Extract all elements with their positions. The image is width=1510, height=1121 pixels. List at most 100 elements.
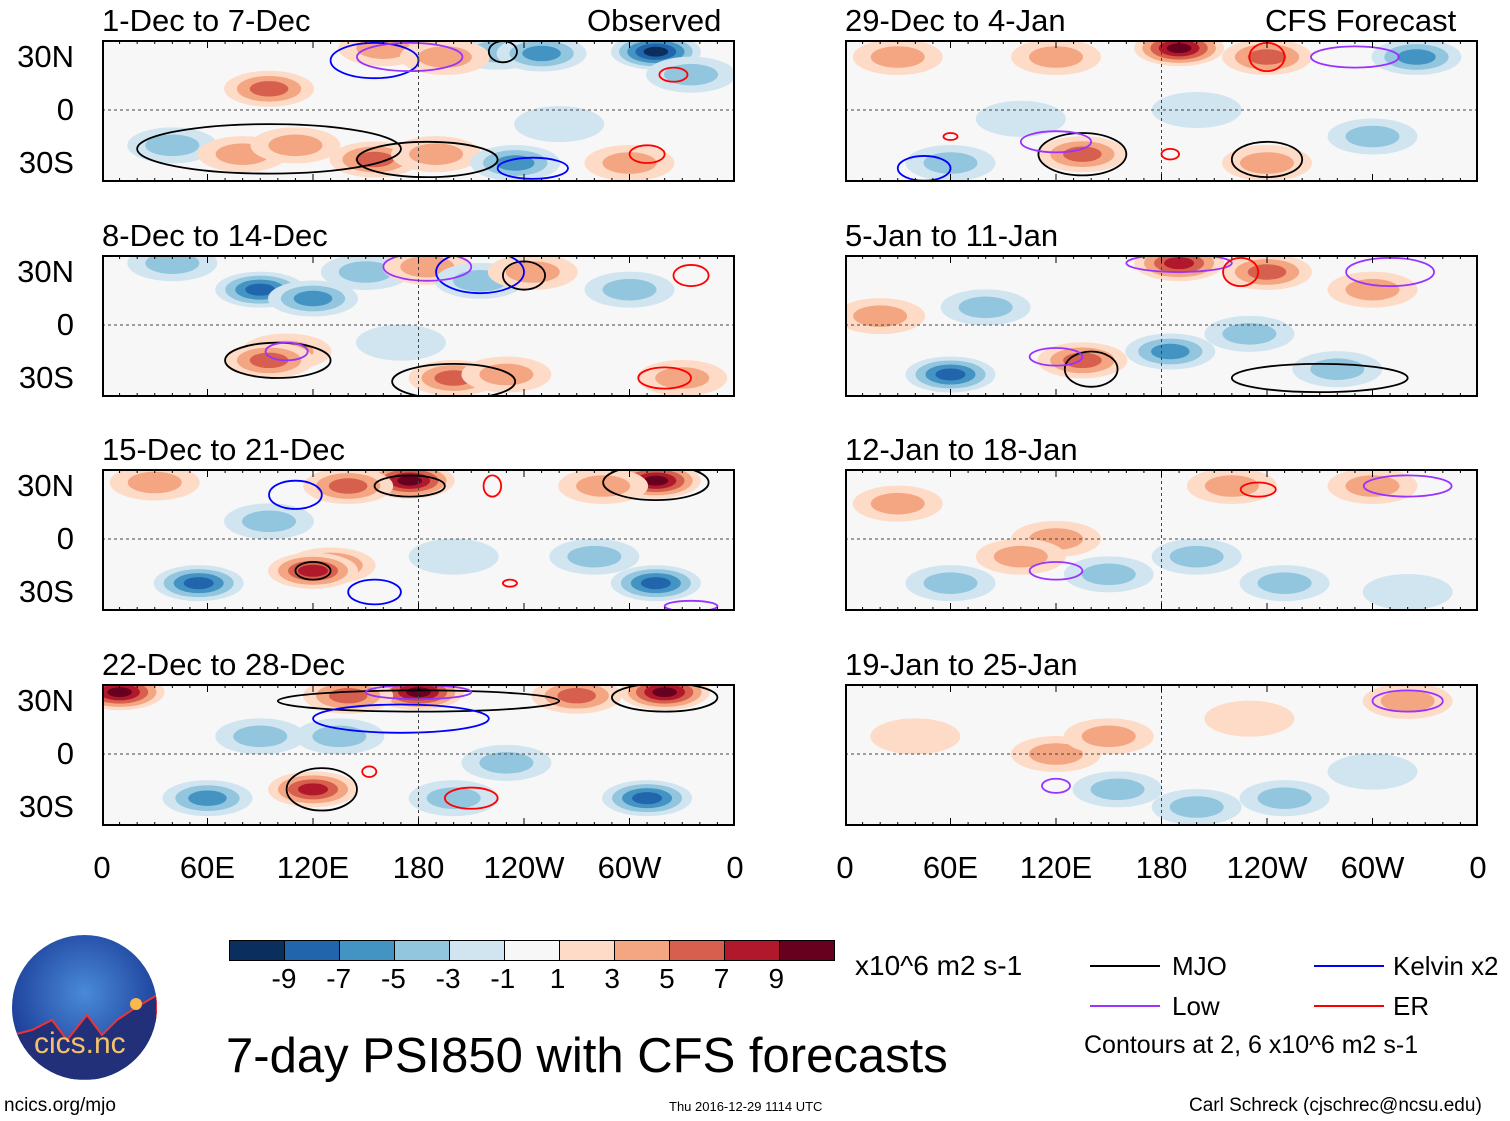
- colorbar-swatch: [394, 940, 450, 961]
- map-panel: [102, 469, 735, 611]
- anomaly-shading: [1257, 572, 1312, 594]
- forecast-header: CFS Forecast: [1265, 3, 1457, 38]
- lon-label: 60E: [922, 850, 979, 885]
- lat-label: 30N: [17, 683, 74, 718]
- anomaly-shading: [664, 63, 719, 86]
- panel-title: 29-Dec to 4-Jan: [845, 3, 1066, 38]
- anomaly-shading: [145, 255, 200, 274]
- colorbar-label: 1: [549, 963, 566, 994]
- colorbar-label: 9: [768, 963, 785, 994]
- colorbar-swatch: [724, 940, 780, 961]
- low-contour: [663, 599, 719, 611]
- lat-label: 0: [56, 736, 74, 771]
- anomaly-shading: [1169, 545, 1224, 568]
- er-contour: [443, 786, 499, 810]
- map-panel: [845, 684, 1478, 826]
- anomaly-shading: [1247, 49, 1287, 65]
- lat-label: 30S: [18, 574, 74, 609]
- anomaly-shading: [1345, 475, 1400, 497]
- anomaly-shading: [233, 725, 288, 748]
- colorbar-swatch: [449, 940, 505, 961]
- anomaly-shading: [338, 261, 393, 283]
- anomaly-shading: [397, 475, 422, 486]
- panel-title: 15-Dec to 21-Dec: [102, 432, 345, 467]
- low-contour: [264, 341, 309, 362]
- anomaly-shading: [1081, 725, 1136, 748]
- anomaly-shading: [188, 790, 227, 806]
- legend-mjo-line: [1090, 965, 1160, 967]
- anomaly-shading: [632, 792, 663, 805]
- er-contour: [361, 765, 378, 778]
- anomaly-shading: [935, 368, 966, 381]
- lon-label: 180: [392, 850, 445, 885]
- legend-low-label: Low: [1172, 991, 1220, 1021]
- lon-label: 60W: [597, 850, 662, 885]
- low-contour: [1019, 130, 1093, 154]
- anomaly-shading: [505, 261, 560, 283]
- mjo-contour: [1230, 362, 1409, 394]
- anomaly-shading: [1169, 796, 1224, 818]
- anomaly-shading: [1204, 700, 1295, 737]
- lat-label: 30N: [17, 468, 74, 503]
- anomaly-shading: [298, 564, 328, 577]
- legend-low-line: [1090, 1005, 1160, 1007]
- mjo-contour: [294, 561, 332, 581]
- anomaly-shading: [1090, 778, 1145, 801]
- anomaly-shading: [249, 352, 289, 369]
- low-contour: [1028, 561, 1084, 581]
- anomaly-shading: [602, 152, 657, 174]
- anomaly-shading: [426, 787, 481, 809]
- anomaly-shading: [1204, 475, 1259, 497]
- anomaly-shading: [1222, 323, 1277, 345]
- website-link[interactable]: ncics.org/mjo: [4, 1095, 116, 1116]
- anomaly-shading: [328, 687, 368, 704]
- map-panel: [102, 684, 735, 826]
- anomaly-shading: [268, 134, 323, 157]
- colorbar-swatch: [284, 940, 340, 961]
- anomaly-shading: [1081, 563, 1136, 586]
- low-contour: [1041, 777, 1071, 794]
- low-contour: [1362, 474, 1453, 498]
- lat-label: 0: [56, 521, 74, 556]
- mjo-contour: [391, 362, 517, 397]
- mountain-graphic: [12, 993, 157, 1080]
- kelvin-contour: [435, 255, 525, 295]
- map-panel: [845, 469, 1478, 611]
- anomaly-shading: [1380, 690, 1435, 712]
- anomaly-shading: [1397, 49, 1436, 65]
- anomaly-shading: [1327, 753, 1418, 790]
- lat-label: 30S: [18, 360, 74, 395]
- colorbar-swatch: [229, 940, 285, 961]
- er-contour: [482, 474, 503, 498]
- lat-label: 30S: [18, 789, 74, 824]
- anomaly-shading: [643, 475, 669, 486]
- lat-label: 0: [56, 307, 74, 342]
- anomaly-shading: [495, 155, 535, 171]
- observed-header: Observed: [587, 3, 722, 38]
- legend-er-line: [1314, 1005, 1384, 1007]
- anomaly-shading: [993, 545, 1048, 568]
- lon-label: 120E: [276, 850, 350, 885]
- anomaly-shading: [183, 577, 214, 590]
- anomaly-shading: [602, 278, 657, 301]
- anomaly-shading: [249, 81, 289, 97]
- panel-title: 12-Jan to 18-Jan: [845, 432, 1078, 467]
- anomaly-shading: [1151, 92, 1242, 128]
- legend-kelvin-line: [1314, 965, 1384, 967]
- anomaly-shading: [1345, 278, 1400, 301]
- mjo-contour: [285, 767, 358, 812]
- map-panel: [845, 40, 1478, 182]
- mjo-contour: [373, 474, 446, 498]
- anomaly-shading: [409, 143, 464, 165]
- low-contour: [356, 41, 464, 73]
- credit: Carl Schreck (cjschrec@ncsu.edu): [1189, 1095, 1482, 1116]
- anomaly-shading: [1166, 43, 1192, 54]
- lon-label: 120W: [483, 850, 565, 885]
- anomaly-shading: [1247, 264, 1287, 280]
- anomaly-shading: [853, 305, 908, 327]
- anomaly-shading: [408, 538, 499, 575]
- colorbar-swatch: [339, 940, 395, 961]
- panel-title: 1-Dec to 7-Dec: [102, 3, 311, 38]
- anomaly-shading: [1310, 358, 1365, 380]
